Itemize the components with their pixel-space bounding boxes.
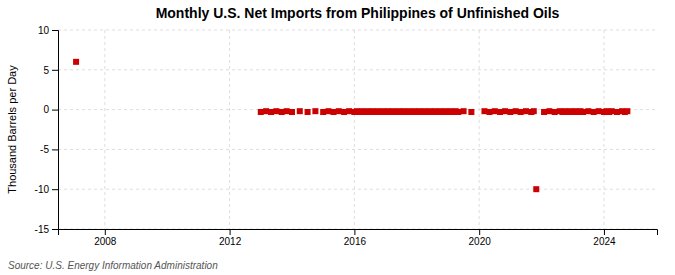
point xyxy=(455,109,461,115)
point xyxy=(297,108,303,114)
x-axis-line xyxy=(59,230,658,236)
plot-area xyxy=(73,59,630,192)
point xyxy=(585,108,591,114)
x-tick: 2012 xyxy=(219,229,242,247)
point xyxy=(596,108,602,114)
point xyxy=(468,109,474,115)
x-tick: 2024 xyxy=(593,229,616,247)
y-tick: -10 xyxy=(35,184,58,195)
x-tick: 2008 xyxy=(94,229,117,247)
y-tick-mark xyxy=(52,189,58,190)
x-tick-label: 2016 xyxy=(344,236,367,247)
point xyxy=(273,108,279,114)
point xyxy=(305,109,311,115)
y-grid-line xyxy=(58,149,657,150)
point xyxy=(346,108,352,114)
x-tick: 2020 xyxy=(469,229,492,247)
x-tick-mark xyxy=(354,229,355,235)
point xyxy=(289,109,295,115)
point xyxy=(284,108,290,114)
y-grid-line xyxy=(58,30,657,31)
y-tick-label: -15 xyxy=(35,224,50,235)
x-grid-line xyxy=(354,30,355,229)
y-tick: 5 xyxy=(43,65,58,76)
point xyxy=(518,109,524,115)
source-note: Source: U.S. Energy Information Administ… xyxy=(8,260,218,271)
chart: 2008 2012 2016 2020 2024 -15 -10 -5 0 5 10 Monthly … xyxy=(0,0,675,275)
point xyxy=(258,109,264,115)
y-tick: -15 xyxy=(35,224,58,235)
x-tick-label: 2020 xyxy=(469,236,492,247)
point xyxy=(546,108,552,114)
point xyxy=(523,108,529,114)
point xyxy=(73,59,79,65)
point xyxy=(312,108,318,114)
point xyxy=(533,186,539,192)
x-grid-line xyxy=(229,30,230,229)
y-grid-line xyxy=(58,189,657,190)
point xyxy=(541,109,547,115)
x-tick-mark xyxy=(105,229,106,235)
point xyxy=(268,109,274,115)
x-tick-label: 2008 xyxy=(94,236,117,247)
point xyxy=(336,108,342,114)
y-tick: 0 xyxy=(43,104,58,115)
point xyxy=(580,109,586,115)
y-tick-label: 5 xyxy=(43,65,49,76)
x-axis: 2008 2012 2016 2020 2024 xyxy=(59,229,658,247)
point xyxy=(320,109,326,115)
y-tick: -5 xyxy=(40,144,58,155)
y-axis: -15 -10 -5 0 5 10 xyxy=(35,25,59,235)
grid xyxy=(58,30,657,229)
y-tick-label: 10 xyxy=(38,25,50,36)
x-grid-line xyxy=(104,30,105,229)
x-grid-line xyxy=(603,30,604,229)
y-tick-mark xyxy=(52,110,58,111)
point xyxy=(461,108,467,114)
x-tick-mark xyxy=(230,229,231,235)
y-tick: 10 xyxy=(38,25,58,36)
point xyxy=(330,109,336,115)
y-tick-mark xyxy=(52,149,58,150)
point xyxy=(502,108,508,114)
y-grid-line xyxy=(58,69,657,70)
y-tick-label: -10 xyxy=(35,184,50,195)
point xyxy=(531,108,537,114)
point xyxy=(624,108,630,114)
x-grid-line xyxy=(479,30,480,229)
y-tick-mark xyxy=(52,229,58,230)
point xyxy=(492,108,498,114)
y-tick-mark xyxy=(52,70,58,71)
x-tick-mark xyxy=(604,229,605,235)
chart-container: 2008 2012 2016 2020 2024 -15 -10 -5 0 5 10 Monthly … xyxy=(0,0,675,275)
title: Monthly U.S. Net Imports from Philippine… xyxy=(156,5,560,21)
y-tick-mark xyxy=(52,30,58,31)
y-axis-line xyxy=(52,31,59,230)
point xyxy=(609,108,615,114)
y-tick-label: 0 xyxy=(43,104,49,115)
point xyxy=(507,109,513,115)
y-axis-label: Thousand Barrels per Day xyxy=(6,65,18,194)
x-tick-label: 2024 xyxy=(593,236,616,247)
x-tick-label: 2012 xyxy=(219,236,242,247)
x-tick-mark xyxy=(479,229,480,235)
y-tick-label: -5 xyxy=(40,144,49,155)
point xyxy=(486,109,492,115)
x-tick: 2016 xyxy=(344,229,367,247)
